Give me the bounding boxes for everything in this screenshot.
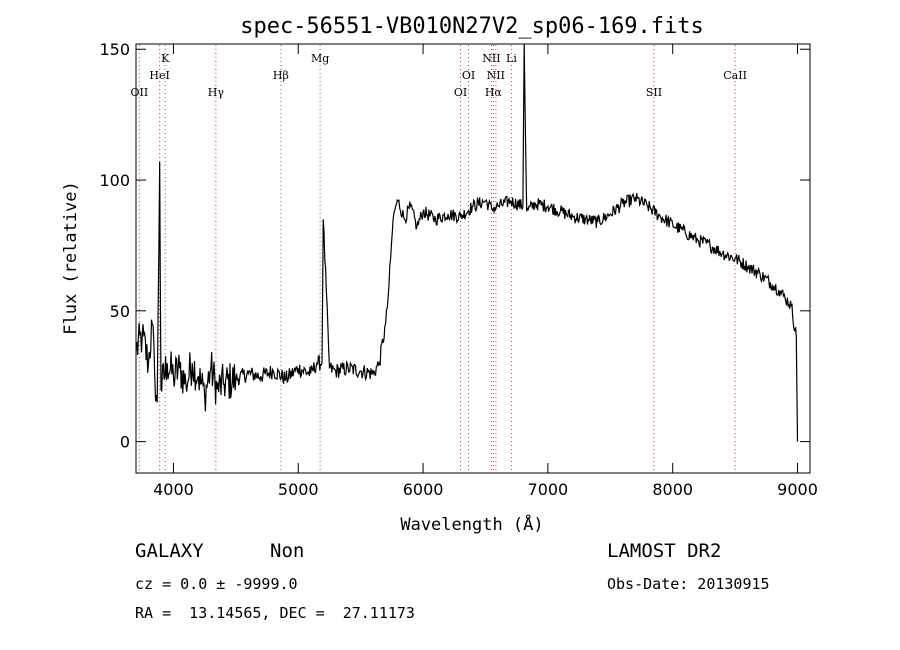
x-tick-label: 7000: [528, 480, 569, 499]
spectral-line-label: OI: [462, 69, 475, 82]
spectral-line-label: Hβ: [273, 69, 289, 82]
plot-frame: [135, 43, 811, 474]
chart-title: spec-56551-VB010N27V2_sp06-169.fits: [240, 14, 704, 39]
spectral-line-label: Li: [506, 52, 517, 65]
x-tick-label: 5000: [278, 480, 319, 499]
spectral-line-label: Hγ: [208, 86, 225, 99]
spectral-line-label: CaII: [723, 69, 747, 82]
y-tick-label: 150: [99, 40, 130, 59]
spectral-line-label: OII: [131, 86, 149, 99]
survey-name: LAMOST DR2: [607, 540, 722, 562]
spectral-line-label: NII: [482, 52, 500, 65]
x-tick-label: 9000: [777, 480, 818, 499]
x-axis-label: Wavelength (Å): [400, 513, 543, 535]
object-class: GALAXY: [135, 540, 204, 562]
y-tick-label: 50: [110, 302, 130, 321]
redshift-cz: cz = 0.0 ± -9999.0: [135, 575, 298, 593]
observation-date: Obs-Date: 20130915: [607, 575, 770, 593]
y-tick-label: 0: [120, 433, 130, 452]
spectral-line-label: SII: [646, 86, 662, 99]
axis-ticks: 4000 5000 6000 7000 8000 9000 0 50 100 150: [99, 40, 817, 499]
spectrum-series-line: [135, 43, 799, 442]
x-tick-label: 4000: [153, 480, 194, 499]
spectral-line-label: Hα: [485, 86, 503, 99]
coordinates: RA = 13.14565, DEC = 27.11173: [135, 604, 415, 622]
x-tick-label: 6000: [403, 480, 444, 499]
spectral-line-label: HeI: [149, 69, 169, 82]
spectral-line-label: OI: [454, 86, 467, 99]
spectral-line-label: NII: [487, 69, 505, 82]
object-subclass: Non: [270, 540, 305, 562]
spectral-line-markers: OII K HeI Hγ Hβ Mg OI OI NII NII Hα Li SII CaII: [131, 45, 747, 472]
x-tick-label: 8000: [652, 480, 693, 499]
spectral-line-label: Mg: [311, 52, 329, 65]
spectral-line-label: K: [161, 52, 170, 65]
y-tick-label: 100: [99, 171, 130, 190]
y-axis-label: Flux (relative): [61, 181, 81, 335]
